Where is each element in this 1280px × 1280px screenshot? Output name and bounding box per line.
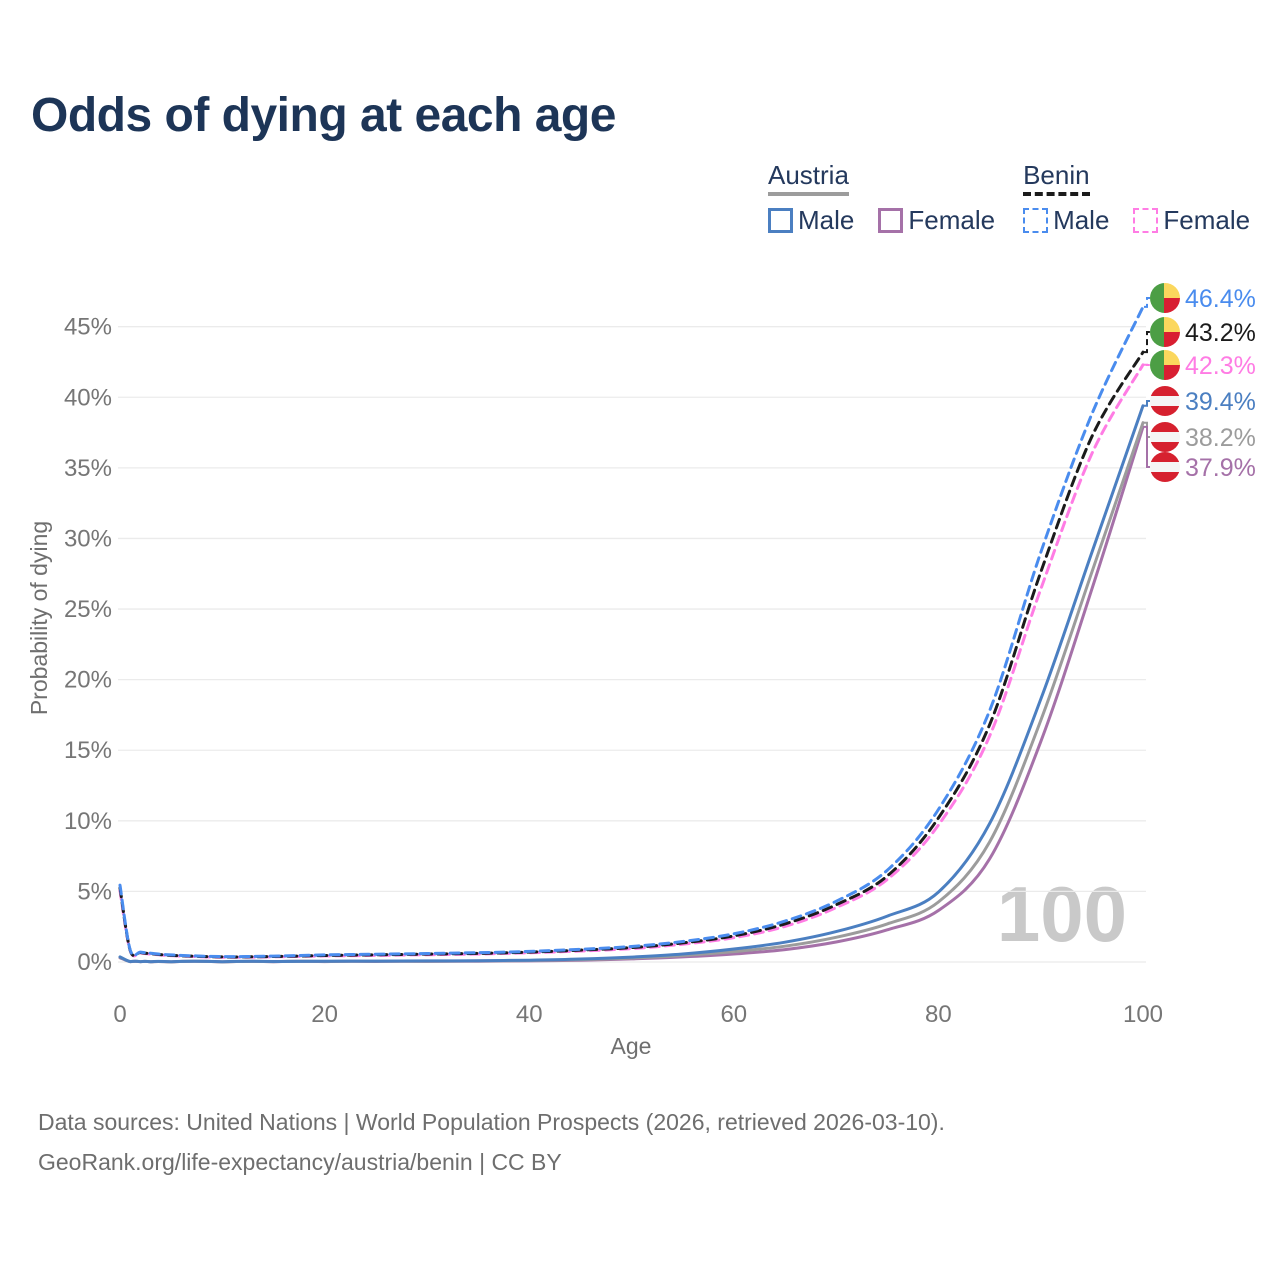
benin-male-swatch-icon [1023,208,1049,233]
benin-female-swatch-icon [1133,208,1159,233]
leader-line-austria-female [1144,425,1150,468]
austria-male-swatch-icon [768,208,793,233]
page-title: Odds of dying at each age [31,89,616,142]
y-tick-label: 0% [77,949,112,976]
end-value-label-austria-female: 37.9% [1185,454,1256,482]
legend-item-benin-male[interactable]: Male [1023,205,1109,236]
legend-label-benin-male: Male [1053,205,1110,235]
legend-item-benin-female[interactable]: Female [1133,205,1250,236]
y-tick-label: 10% [64,808,112,835]
x-axis-title: Age [611,1033,652,1059]
series-line-austria-total[interactable] [118,421,1145,964]
y-tick-label: 35% [64,455,112,482]
x-tick-label: 20 [311,1001,338,1028]
end-labels: 46.4% 43.2% 42.3% 39.4% 38.2%37.9% [1144,283,1256,482]
source-attribution: Data sources: United Nations | World Pop… [38,1102,945,1182]
series-line-benin-total[interactable] [118,350,1145,959]
x-tick-label: 80 [925,1001,952,1028]
legend: Austria Male Female Benin Male [768,160,1250,236]
series-line-austria-male[interactable] [118,404,1145,964]
y-tick-label: 40% [64,384,112,411]
austria-female-swatch-icon [878,208,904,233]
end-value-label-benin-female: 42.3% [1185,352,1256,380]
legend-item-austria-male[interactable]: Male [768,205,854,236]
x-tick-label: 60 [720,1001,747,1028]
watermark-age-counter: 100 [997,870,1127,958]
benin-flag-icon [1150,283,1180,313]
y-tick-label: 25% [64,596,112,623]
legend-country-benin[interactable]: Benin [1023,160,1090,196]
legend-group-austria: Austria Male Female [768,160,995,236]
y-tick-label: 30% [64,525,112,552]
series-line-benin-male[interactable] [118,305,1145,959]
end-value-label-austria-male: 39.4% [1185,388,1256,416]
benin-flag-icon [1150,317,1180,347]
source-line: Data sources: United Nations | World Pop… [38,1109,945,1135]
leader-line-benin-male [1144,297,1150,308]
leader-line-benin-total [1144,331,1150,354]
legend-label-austria-male: Male [798,205,855,235]
legend-label-austria-female: Female [908,205,996,235]
y-tick-label: 45% [64,314,112,341]
legend-country-austria[interactable]: Austria [768,160,849,196]
end-value-label-benin-male: 46.4% [1185,285,1256,313]
y-tick-label: 20% [64,667,112,694]
license-line: GeoRank.org/life-expectancy/austria/beni… [38,1149,562,1175]
austria-flag-icon [1150,452,1180,482]
austria-flag-icon [1150,422,1180,452]
x-tick-label: 0 [113,1001,126,1028]
y-tick-label: 15% [64,737,112,764]
series-line-austria-female[interactable] [118,425,1145,964]
gridlines: 0% 5% 10% 15% 20% 25% 30% 35% 40% 45% 0 20 40 60 80 100 [64,314,1163,1028]
end-value-label-austria-total: 38.2% [1185,424,1256,452]
y-tick-label: 5% [77,878,112,905]
end-value-label-benin-total: 43.2% [1185,319,1256,347]
benin-flag-icon [1150,350,1180,380]
austria-flag-icon [1150,386,1180,416]
legend-item-austria-female[interactable]: Female [878,205,995,236]
series-line-benin-female[interactable] [118,363,1145,959]
legend-label-benin-female: Female [1163,205,1251,235]
x-tick-label: 100 [1123,1001,1163,1028]
y-axis-title: Probability of dying [26,521,52,715]
leader-line-austria-male [1144,400,1150,407]
legend-group-benin: Benin Male Female [1023,160,1250,236]
x-tick-label: 40 [516,1001,543,1028]
series-lines [118,305,1145,964]
